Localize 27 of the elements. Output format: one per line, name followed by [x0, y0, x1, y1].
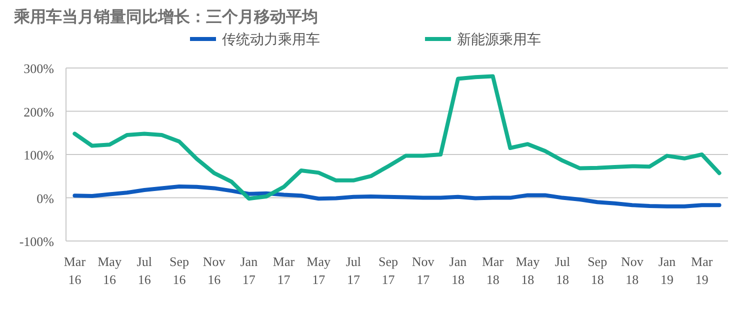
- x-tick-label: May 16: [98, 254, 122, 287]
- x-tick-label: Mar 19: [691, 254, 714, 287]
- y-tick-label: 200%: [24, 104, 54, 120]
- x-tick-label: Mar 18: [482, 254, 504, 287]
- x-tick-label: Jan 19: [658, 254, 676, 287]
- x-tick-label: Sep 17: [378, 254, 398, 287]
- x-tick-label: Nov 18: [620, 254, 644, 287]
- x-tick-label: Jul 18: [554, 254, 570, 287]
- x-tick-label: Nov 16: [202, 254, 226, 287]
- x-tick-label: Sep 18: [588, 254, 608, 287]
- y-tick-label: 300%: [24, 61, 54, 76]
- x-tick-label: Jul 16: [136, 254, 152, 287]
- x-tick-label: Mar 16: [64, 254, 86, 287]
- x-tick-label: Jul 17: [346, 254, 362, 287]
- x-tick-label: May 17: [306, 254, 332, 287]
- y-tick-label: 100%: [24, 148, 54, 162]
- y-tick-label: -100%: [19, 234, 54, 249]
- legend-label: 传统动力乘用车: [222, 32, 320, 48]
- y-tick-label: 0%: [36, 190, 54, 206]
- x-tick-label: Jan 17: [240, 254, 258, 287]
- title: 乘用车当月销量同比增长：三个月移动平均: [14, 9, 318, 26]
- x-tick-label: Sep 16: [169, 254, 189, 287]
- x-tick-label: May 18: [516, 254, 540, 287]
- x-tick-label: Mar 17: [272, 254, 296, 287]
- x-tick-label: Jan 18: [449, 254, 468, 287]
- legend-label: 新能源乘用车: [457, 32, 541, 48]
- x-tick-label: Nov 17: [412, 254, 435, 287]
